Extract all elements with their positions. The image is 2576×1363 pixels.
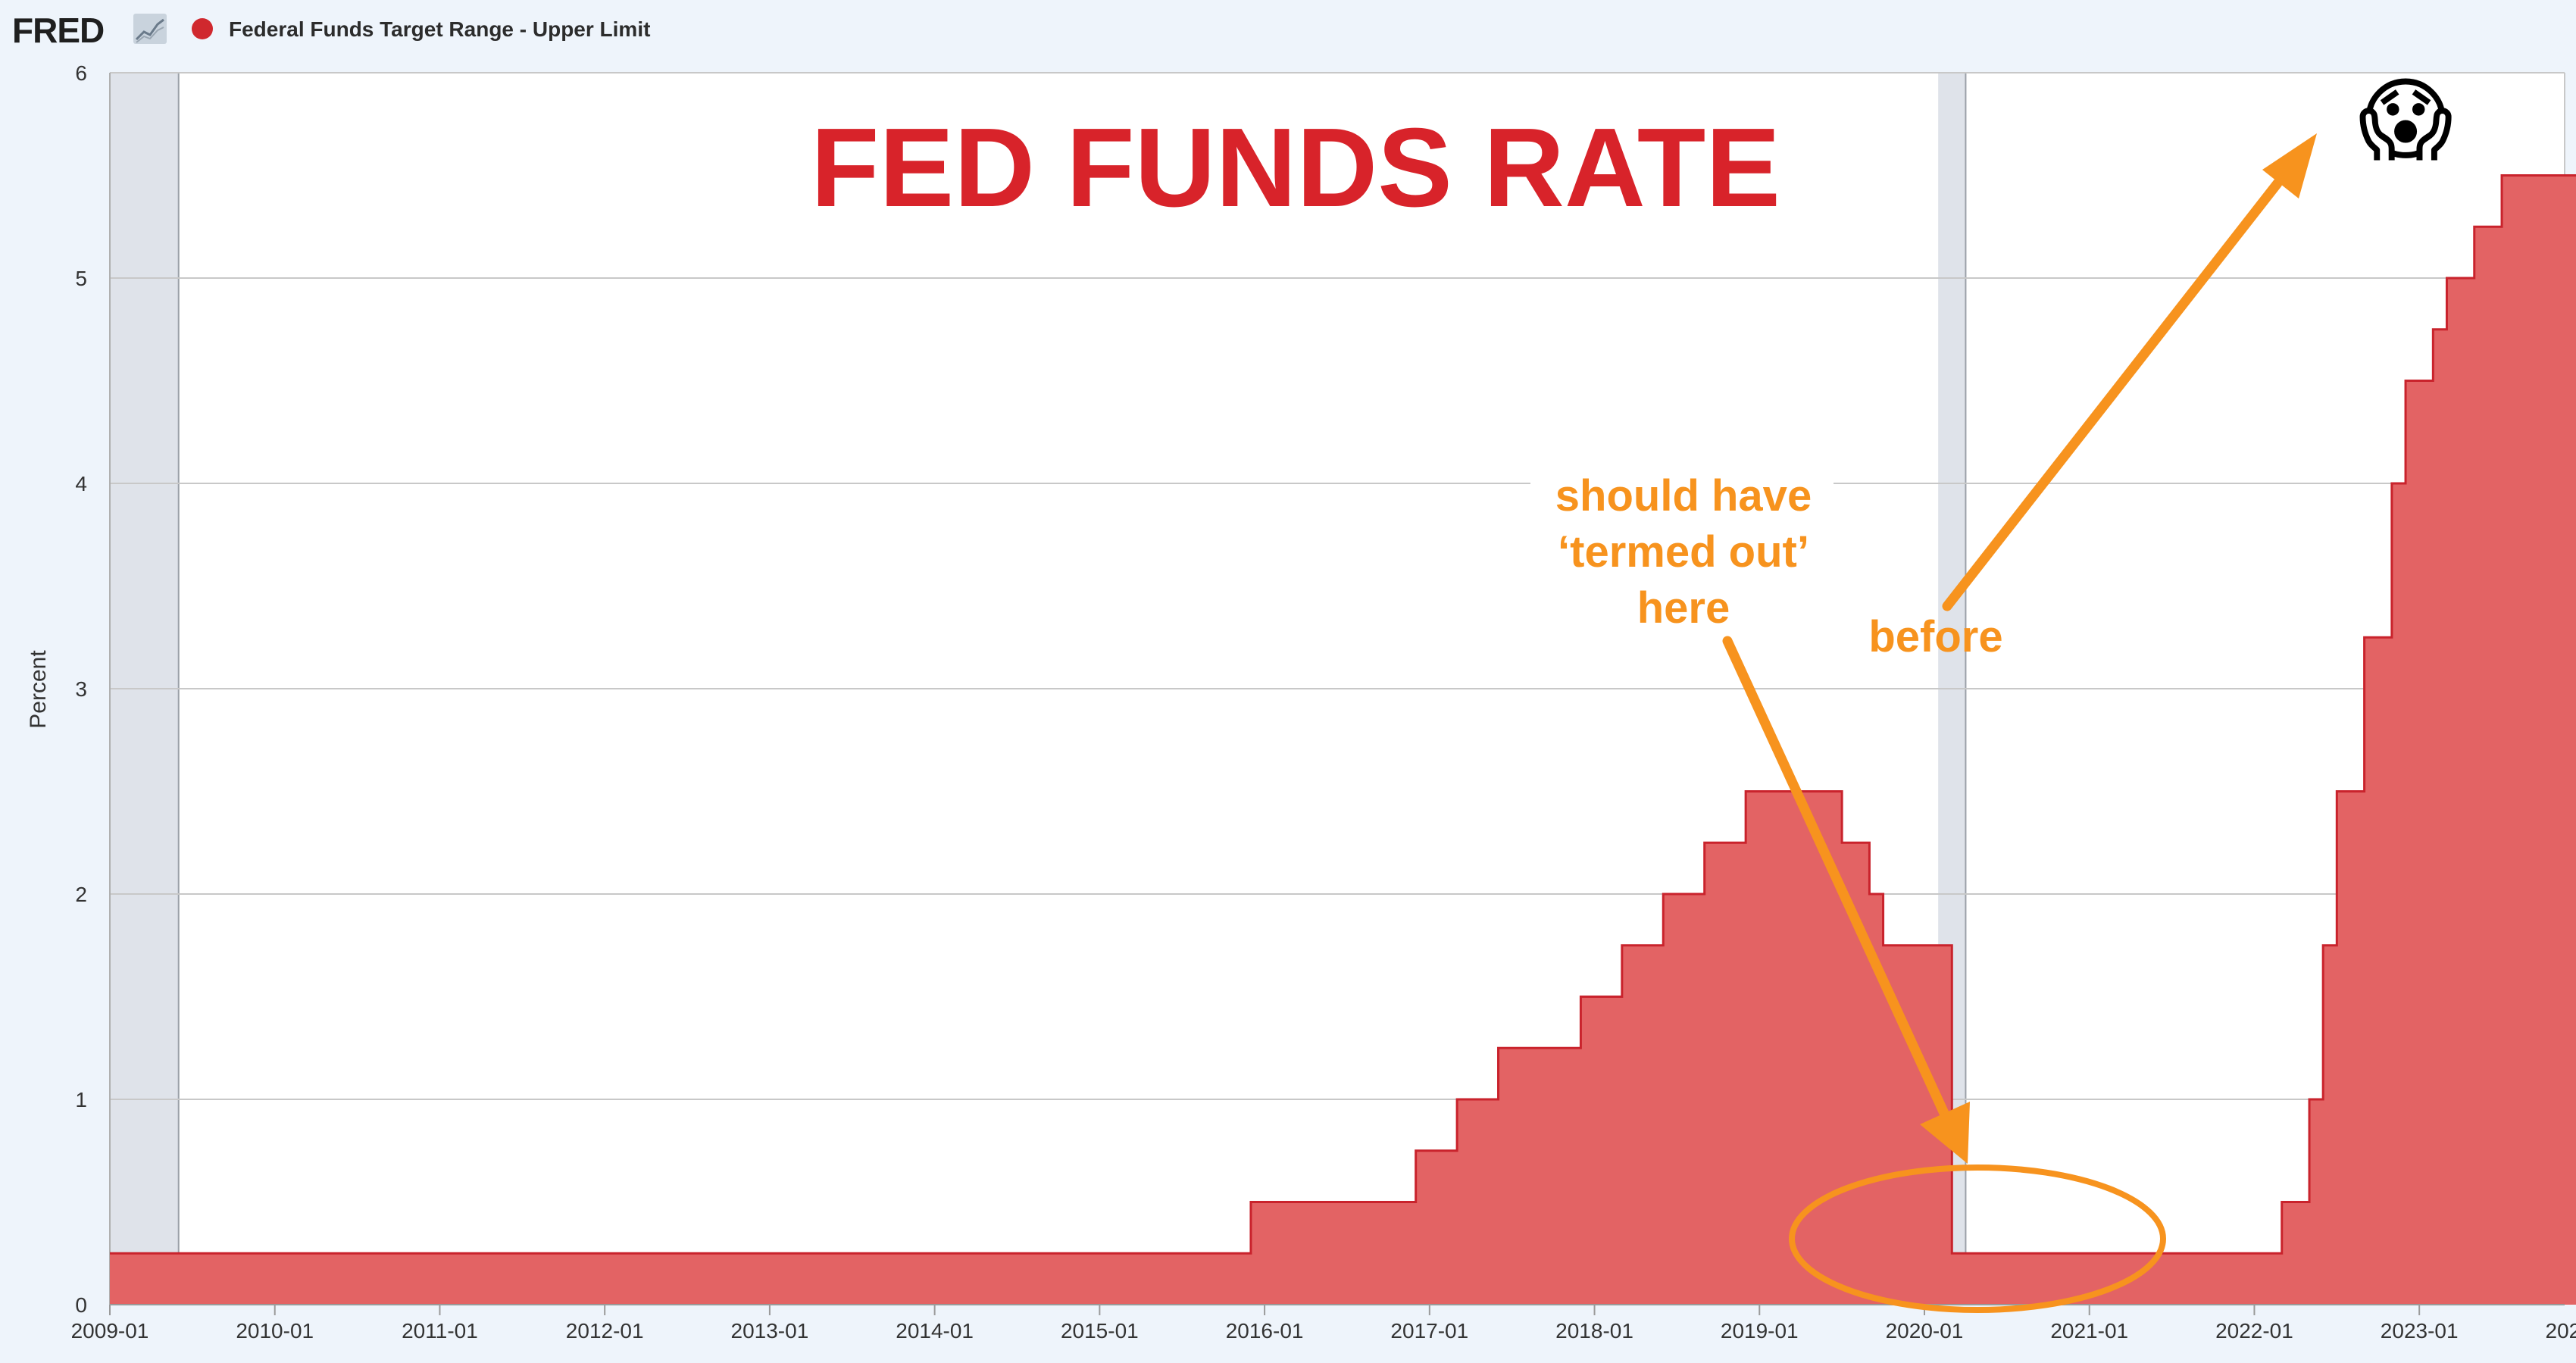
y-axis-ticks: 0 1 2 3 4 5 6 [75,61,87,1317]
sparkline-chart-icon [133,14,167,44]
screaming-face-icon: 😱 [2358,70,2453,171]
y-tick-label: 1 [75,1088,87,1111]
x-tick-label: 2024-01 [2546,1319,2576,1343]
x-tick-label: 2022-01 [2215,1319,2293,1343]
x-tick-label: 2019-01 [1721,1319,1799,1343]
x-tick-label: 2021-01 [2050,1319,2128,1343]
x-tick-label: 2014-01 [896,1319,974,1343]
x-tick-label: 2018-01 [1555,1319,1633,1343]
x-tick-label: 2017-01 [1390,1319,1468,1343]
down-arrow-head [1920,1102,1970,1164]
y-tick-label: 3 [75,677,87,701]
headline-text: FED FUNDS RATE [811,105,1780,230]
x-tick-label: 2010-01 [236,1319,314,1343]
note-line-2: ‘termed out’ [1558,527,1809,577]
x-tick-label: 2013-01 [731,1319,809,1343]
y-tick-label: 5 [75,267,87,290]
x-tick-label: 2012-01 [566,1319,644,1343]
chart-header: FRED Federal Funds Target Range - Upper … [12,11,650,50]
down-arrow-shaft [1722,636,1952,1125]
up-arrow-shaft [1942,178,2283,611]
x-tick-label: 2023-01 [2381,1319,2459,1343]
note-line-3: here [1637,583,1730,633]
y-tick-label: 6 [75,61,87,85]
y-tick-label: 4 [75,472,87,495]
series-line [110,174,2576,1255]
legend-marker [192,18,213,39]
x-tick-label: 2009-01 [71,1319,149,1343]
annotations: should have ‘termed out’ here before 😱 [1530,70,2453,1313]
x-tick-label: 2020-01 [1886,1319,1964,1343]
x-tick-label: 2016-01 [1226,1319,1304,1343]
y-tick-label: 2 [75,883,87,906]
note-label-background [1530,462,1834,636]
x-axis-ticks: 2009-01 2010-01 2011-01 2012-01 2013-01 2014-… [71,1304,2576,1343]
before-label: before [1868,612,2002,661]
termed-out-ellipse [1789,1164,2166,1313]
x-tick-label: 2011-01 [402,1319,478,1343]
series-area-fill [110,175,2576,1305]
y-axis-label: Percent [26,650,51,729]
series-title: Federal Funds Target Range - Upper Limit [229,17,650,41]
note-line-1: should have [1555,471,1812,521]
up-arrow-head [2262,133,2317,199]
series-area [110,174,2576,1305]
x-tick-label: 2015-01 [1061,1319,1139,1343]
y-tick-label: 0 [75,1293,87,1317]
fred-logo[interactable]: FRED [12,11,105,50]
